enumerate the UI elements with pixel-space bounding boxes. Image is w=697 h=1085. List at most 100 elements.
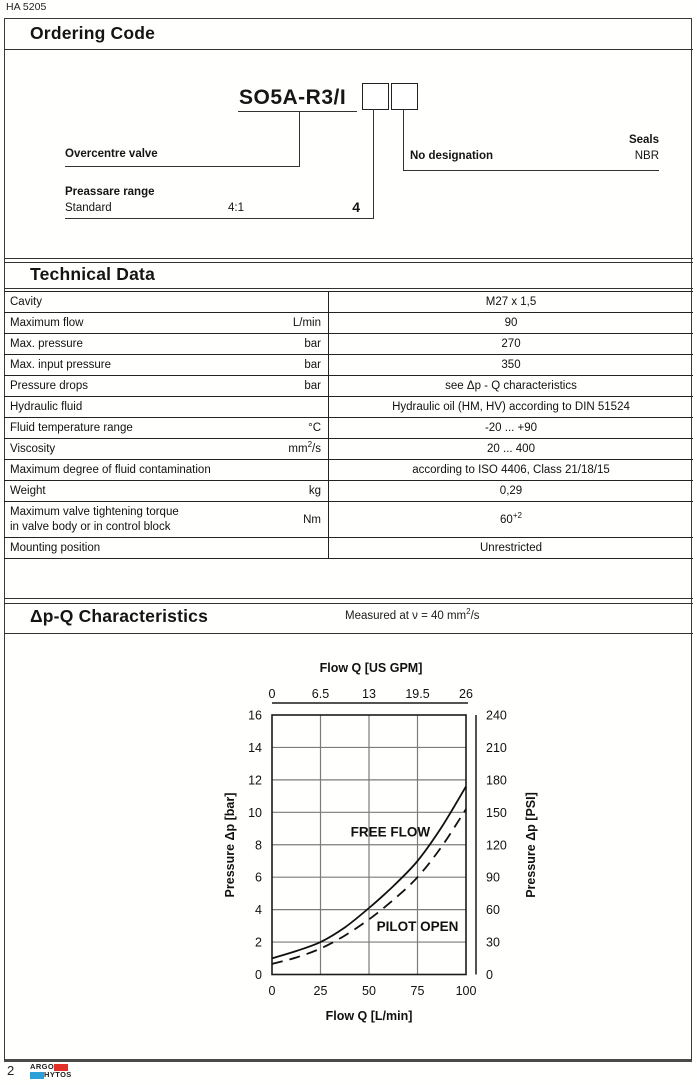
bottom-axis-tick: 50 bbox=[362, 984, 376, 998]
left-axis-tick: 2 bbox=[255, 936, 262, 950]
row-label: Fluid temperature range bbox=[10, 421, 133, 434]
table-row: Max. input pressure bar 350 bbox=[4, 355, 693, 376]
left-axis-title: Pressure Δp [bar] bbox=[223, 793, 237, 898]
row-unit: kg bbox=[308, 485, 321, 497]
seals-label: Seals bbox=[628, 134, 659, 146]
ordering-code-text: SO5A-R3/I bbox=[239, 86, 347, 109]
row-label: Pressure drops bbox=[10, 379, 88, 392]
left-axis-tick: 6 bbox=[255, 871, 262, 885]
argo-hytos-logo: ARGO HYTOS bbox=[30, 1063, 72, 1079]
right-axis-tick: 30 bbox=[486, 936, 500, 950]
technical-data-table: Cavity M27 x 1,5 Maximum flow L/min 90 Max. p… bbox=[4, 291, 693, 559]
row-label: Cavity bbox=[10, 295, 42, 308]
code-box-seals bbox=[391, 83, 418, 110]
divider bbox=[4, 262, 693, 263]
row-unit: bar bbox=[304, 359, 321, 371]
pressure-range-name: Standard bbox=[65, 202, 112, 214]
row-value: Unrestricted bbox=[480, 542, 542, 554]
table-row: Cavity M27 x 1,5 bbox=[4, 292, 693, 313]
section-title-ordering-code: Ordering Code bbox=[30, 23, 156, 43]
overcentre-valve-label: Overcentre valve bbox=[65, 148, 158, 160]
right-axis-tick: 180 bbox=[486, 773, 507, 787]
bottom-axis-tick: 25 bbox=[314, 984, 328, 998]
code-box-pressure-range bbox=[362, 83, 389, 110]
connector-line bbox=[403, 170, 659, 172]
row-label: Hydraulic fluid bbox=[10, 400, 83, 413]
row-unit: bar bbox=[304, 338, 321, 350]
row-unit: bar bbox=[304, 380, 321, 392]
row-value: M27 x 1,5 bbox=[485, 296, 537, 308]
row-label: Weight bbox=[10, 484, 46, 497]
measured-at-sup: 2 bbox=[466, 607, 471, 617]
seal-material-value: NBR bbox=[634, 150, 659, 162]
left-axis-tick: 0 bbox=[255, 968, 262, 982]
right-axis-tick: 120 bbox=[486, 838, 507, 852]
table-row: Maximum flow L/min 90 bbox=[4, 313, 693, 334]
row-value: see Δp - Q characteristics bbox=[445, 380, 577, 392]
left-axis-tick: 10 bbox=[248, 806, 262, 820]
divider bbox=[4, 603, 693, 604]
page-number: 2 bbox=[7, 1063, 15, 1078]
bottom-axis-tick: 0 bbox=[269, 984, 276, 998]
series-label: FREE FLOW bbox=[351, 824, 431, 839]
row-value: -20 ... +90 bbox=[484, 422, 538, 434]
row-unit: L/min bbox=[292, 317, 321, 329]
left-axis-tick: 12 bbox=[248, 773, 262, 787]
right-axis-tick: 210 bbox=[486, 741, 507, 755]
row-label: Maximum valve tightening torque in valve … bbox=[10, 506, 179, 533]
no-designation-label: No designation bbox=[410, 150, 494, 162]
divider bbox=[4, 258, 693, 259]
logo-red-rect bbox=[54, 1063, 69, 1071]
row-unit: °C bbox=[308, 422, 321, 434]
right-axis-tick: 90 bbox=[486, 871, 500, 885]
series-curve-solid bbox=[271, 785, 467, 960]
bottom-axis-tick: 75 bbox=[411, 984, 425, 998]
bottom-axis-title: Flow Q [L/min] bbox=[326, 1009, 413, 1023]
row-value: Hydraulic oil (HM, HV) according to DIN … bbox=[392, 401, 630, 413]
measured-at-text: Measured at ν = 40 mm bbox=[345, 610, 467, 622]
row-value: 350 bbox=[501, 359, 521, 371]
table-row: Max. pressure bar 270 bbox=[4, 334, 693, 355]
divider bbox=[4, 598, 693, 599]
right-axis-tick: 150 bbox=[486, 806, 507, 820]
divider bbox=[4, 633, 693, 634]
bottom-axis-tick: 100 bbox=[456, 984, 477, 998]
row-label: Max. pressure bbox=[10, 337, 83, 350]
table-row: Hydraulic fluid Hydraulic oil (HM, HV) ac… bbox=[4, 397, 693, 418]
table-row: Weight kg 0,29 bbox=[4, 481, 693, 502]
connector-line bbox=[65, 166, 300, 168]
pressure-range-ratio: 4:1 bbox=[228, 202, 244, 214]
connector-line bbox=[403, 109, 405, 171]
connector-line bbox=[299, 112, 301, 166]
top-axis-tick: 19.5 bbox=[405, 687, 429, 701]
plot-border bbox=[271, 714, 467, 976]
measured-at-note: Measured at ν = 40 mm2/s bbox=[345, 607, 480, 622]
top-axis-title: Flow Q [US GPM] bbox=[320, 661, 423, 675]
row-label: Maximum flow bbox=[10, 316, 84, 329]
dpq-chart: 0 6.5 13 19.5 26 0 2 4 6 8 10 12 14 16 0 30 60 90 120 150 18… bbox=[223, 661, 538, 1023]
row-value: 60+2 bbox=[500, 510, 522, 526]
row-value: according to ISO 4406, Class 21/18/15 bbox=[412, 464, 610, 476]
divider bbox=[4, 49, 693, 50]
left-axis-tick: 8 bbox=[255, 838, 262, 852]
section-title-dpq-characteristics: Δp-Q Characteristics bbox=[30, 606, 209, 626]
table-row: Maximum degree of fluid contamination acc… bbox=[4, 460, 693, 481]
right-axis-title: Pressure Δp [PSI] bbox=[524, 792, 538, 898]
right-axis-tick: 60 bbox=[486, 903, 500, 917]
row-value: 270 bbox=[501, 338, 521, 350]
page-border bbox=[4, 18, 692, 1062]
row-label: Mounting position bbox=[10, 541, 101, 554]
section-title-technical-data: Technical Data bbox=[30, 264, 156, 284]
connector-line bbox=[65, 218, 374, 220]
code-underline bbox=[238, 111, 357, 113]
pressure-range-label: Preassare range bbox=[65, 186, 155, 198]
top-axis-tick: 0 bbox=[269, 687, 276, 701]
connector-line bbox=[373, 109, 375, 219]
left-axis-tick: 16 bbox=[248, 709, 262, 723]
logo-text-hytos: HYTOS bbox=[44, 1070, 72, 1079]
logo-blue-rect bbox=[30, 1071, 44, 1079]
left-axis-tick: 14 bbox=[248, 741, 262, 755]
row-label: Viscosity bbox=[10, 442, 56, 455]
top-axis-tick: 13 bbox=[362, 687, 376, 701]
